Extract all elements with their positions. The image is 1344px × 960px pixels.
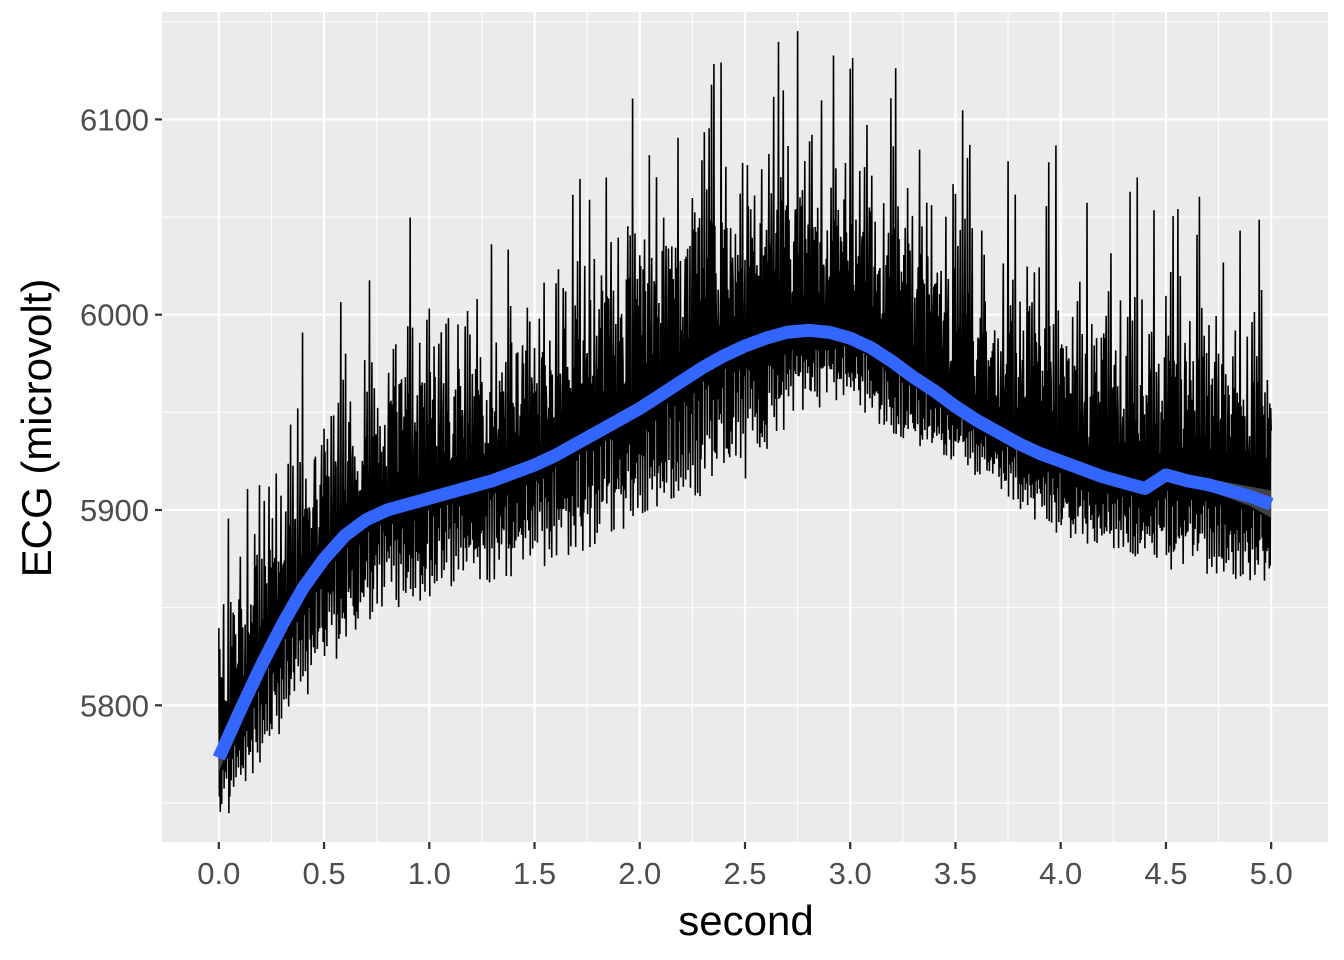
y-tick-label: 6000: [80, 298, 149, 333]
y-axis-ticks: 5800 5900 6000 6100: [80, 102, 162, 723]
smooth-trend: [212, 323, 1274, 761]
x-tick-label: 2.5: [723, 856, 766, 891]
x-tick-label: 0.5: [303, 856, 346, 891]
x-axis-title: second: [678, 897, 813, 944]
x-tick-label: 2.0: [618, 856, 661, 891]
smooth-trend-line: [212, 323, 1274, 761]
y-tick-label: 6100: [80, 102, 149, 137]
y-tick-label: 5900: [80, 493, 149, 528]
y-tick-label: 5800: [80, 688, 149, 723]
y-axis-title: ECG (microvolt): [13, 279, 60, 578]
x-tick-label: 3.5: [934, 856, 977, 891]
x-tick-label: 4.0: [1039, 856, 1082, 891]
x-tick-label: 0.0: [197, 856, 240, 891]
x-tick-label: 4.5: [1144, 856, 1187, 891]
x-tick-label: 5.0: [1250, 856, 1293, 891]
x-tick-label: 1.0: [408, 856, 451, 891]
raw-ecg-signal: [218, 31, 1272, 814]
x-axis-ticks: 0.0 0.5 1.0 1.5 2.0 2.5 3.0 3.5 4.0 4.5 5.0: [197, 842, 1293, 891]
x-tick-label: 3.0: [829, 856, 872, 891]
raw-ecg-trace: [218, 31, 1272, 814]
x-tick-label: 1.5: [513, 856, 556, 891]
